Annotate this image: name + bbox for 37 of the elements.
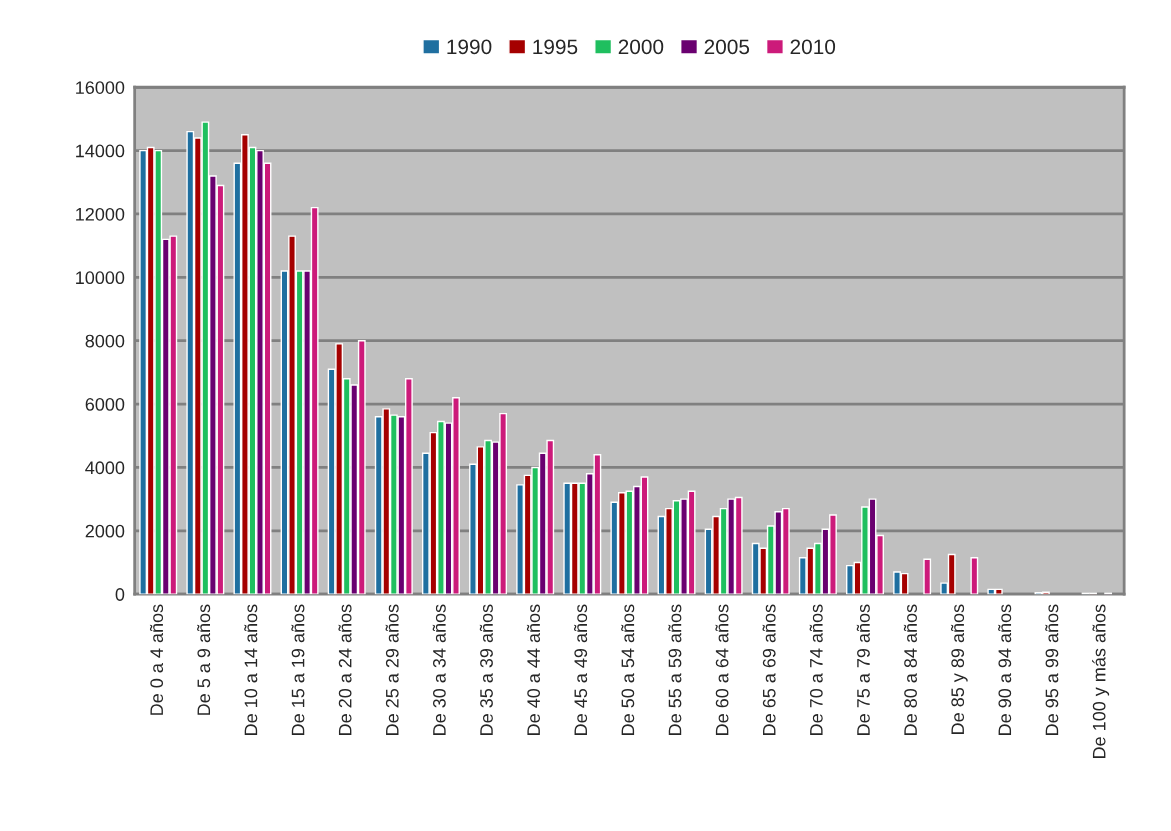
- x-tick-label: De 40 a 44 años: [526, 604, 541, 735]
- legend-label: 2000: [618, 39, 664, 55]
- x-tick-label: De 60 a 64 años: [715, 604, 729, 735]
- x-tick-label: De 45 a 49 años: [574, 604, 588, 735]
- x-tick-label: De 50 a 54 años: [621, 604, 635, 735]
- x-tick-label: De 85 y 89 años: [950, 604, 968, 734]
- y-tick-label: 10000: [76, 271, 125, 285]
- y-tick-label: 8000: [85, 334, 125, 348]
- x-tick-label: De 10 a 14 años: [244, 604, 258, 735]
- x-tick-label: De 70 a 74 años: [809, 604, 823, 735]
- legend-label: 2010: [790, 39, 836, 55]
- bar: [970, 557, 979, 595]
- x-tick-label: De 30 a 34 años: [432, 604, 446, 735]
- x-tick-label: De 25 a 29 años: [385, 604, 399, 735]
- y-tick-label: 12000: [76, 207, 125, 221]
- y-tick-label: 0: [115, 588, 125, 601]
- x-tick-label: De 55 a 59 años: [668, 604, 682, 735]
- x-tick-label: De 95 a 99 años: [1045, 604, 1059, 735]
- x-tick-label: De 75 a 79 años: [856, 604, 870, 735]
- legend-label: 1995: [533, 39, 578, 55]
- y-tick-label: 2000: [85, 524, 125, 538]
- x-tick-label: De 0 a 4 años: [149, 604, 164, 715]
- x-tick-label: De 35 a 39 años: [479, 604, 493, 735]
- y-tick-label: 14000: [76, 144, 125, 158]
- x-tick-label: De 100 y más años: [1092, 604, 1110, 758]
- x-tick-label: De 20 a 24 años: [338, 604, 352, 735]
- x-tick-label: De 5 a 9 años: [197, 604, 211, 715]
- y-tick-label: 16000: [76, 81, 125, 94]
- legend-label: 2005: [704, 39, 750, 55]
- x-tick-label: De 80 a 84 años: [903, 604, 917, 735]
- x-tick-label: De 90 a 94 años: [998, 604, 1012, 735]
- y-tick-label: 4000: [85, 461, 125, 475]
- bar: [923, 558, 932, 595]
- x-tick-label: De 15 a 19 años: [291, 604, 305, 735]
- legend-label: 1990: [447, 39, 492, 55]
- y-tick-label: 6000: [85, 398, 125, 411]
- x-tick-label: De 65 a 69 años: [762, 604, 776, 735]
